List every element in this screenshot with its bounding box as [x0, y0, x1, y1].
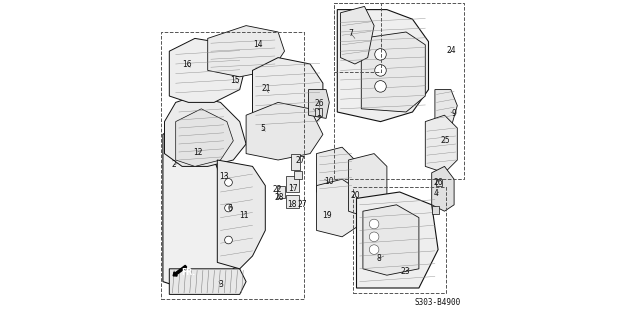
FancyArrow shape: [173, 265, 187, 276]
Polygon shape: [165, 96, 246, 166]
Text: 18: 18: [287, 200, 296, 209]
Polygon shape: [208, 26, 284, 77]
Text: 15: 15: [230, 76, 240, 85]
Bar: [286, 195, 299, 208]
Circle shape: [369, 219, 379, 229]
Polygon shape: [363, 205, 419, 275]
Text: 20: 20: [351, 191, 360, 200]
Polygon shape: [356, 192, 438, 288]
Polygon shape: [361, 32, 425, 112]
Text: 27: 27: [298, 200, 307, 209]
Text: 3: 3: [218, 280, 223, 289]
Polygon shape: [337, 10, 429, 122]
Bar: [286, 176, 299, 192]
Polygon shape: [425, 115, 457, 173]
Bar: [436, 179, 442, 186]
Text: 27: 27: [295, 156, 304, 165]
Circle shape: [369, 232, 379, 242]
Text: 12: 12: [192, 148, 202, 156]
Polygon shape: [169, 38, 246, 102]
Polygon shape: [341, 6, 374, 64]
Polygon shape: [349, 154, 387, 218]
Circle shape: [225, 179, 232, 186]
Text: 11: 11: [239, 211, 248, 220]
Polygon shape: [316, 147, 355, 198]
Circle shape: [225, 236, 232, 244]
Text: 22: 22: [273, 185, 282, 194]
Polygon shape: [246, 102, 323, 160]
Text: 26: 26: [314, 99, 324, 108]
Text: 8: 8: [377, 254, 381, 263]
Text: 4: 4: [434, 189, 439, 198]
Text: 26: 26: [434, 178, 444, 187]
Circle shape: [369, 245, 379, 254]
Text: FR.: FR.: [181, 268, 195, 277]
Polygon shape: [308, 90, 329, 118]
Bar: [294, 171, 302, 179]
Circle shape: [225, 204, 232, 212]
Polygon shape: [253, 58, 323, 134]
Text: 23: 23: [401, 267, 410, 276]
Bar: [315, 108, 322, 116]
Text: S303-B4900: S303-B4900: [415, 298, 461, 307]
Text: 21: 21: [261, 84, 271, 93]
Polygon shape: [432, 166, 454, 211]
Text: 2: 2: [172, 160, 177, 169]
Text: 6: 6: [227, 204, 232, 213]
Text: 14: 14: [253, 40, 263, 49]
Text: 16: 16: [182, 60, 192, 68]
Text: 7: 7: [349, 29, 353, 38]
Circle shape: [375, 81, 386, 92]
Text: 25: 25: [441, 136, 450, 145]
Text: 13: 13: [220, 172, 229, 181]
Polygon shape: [316, 179, 361, 237]
Text: 19: 19: [322, 211, 332, 220]
Polygon shape: [169, 269, 246, 294]
Polygon shape: [435, 90, 457, 128]
Polygon shape: [217, 160, 265, 269]
Text: 17: 17: [289, 184, 298, 193]
Bar: [291, 154, 301, 170]
Polygon shape: [163, 122, 259, 288]
Circle shape: [375, 65, 386, 76]
Text: 28: 28: [274, 193, 284, 202]
Text: 5: 5: [260, 124, 265, 133]
Polygon shape: [176, 109, 234, 166]
Circle shape: [375, 49, 386, 60]
Bar: [432, 206, 439, 214]
Text: 24: 24: [447, 46, 456, 55]
Text: 10: 10: [324, 177, 334, 186]
Text: 1: 1: [316, 109, 320, 118]
Text: 9: 9: [451, 109, 456, 118]
Bar: [277, 186, 284, 198]
